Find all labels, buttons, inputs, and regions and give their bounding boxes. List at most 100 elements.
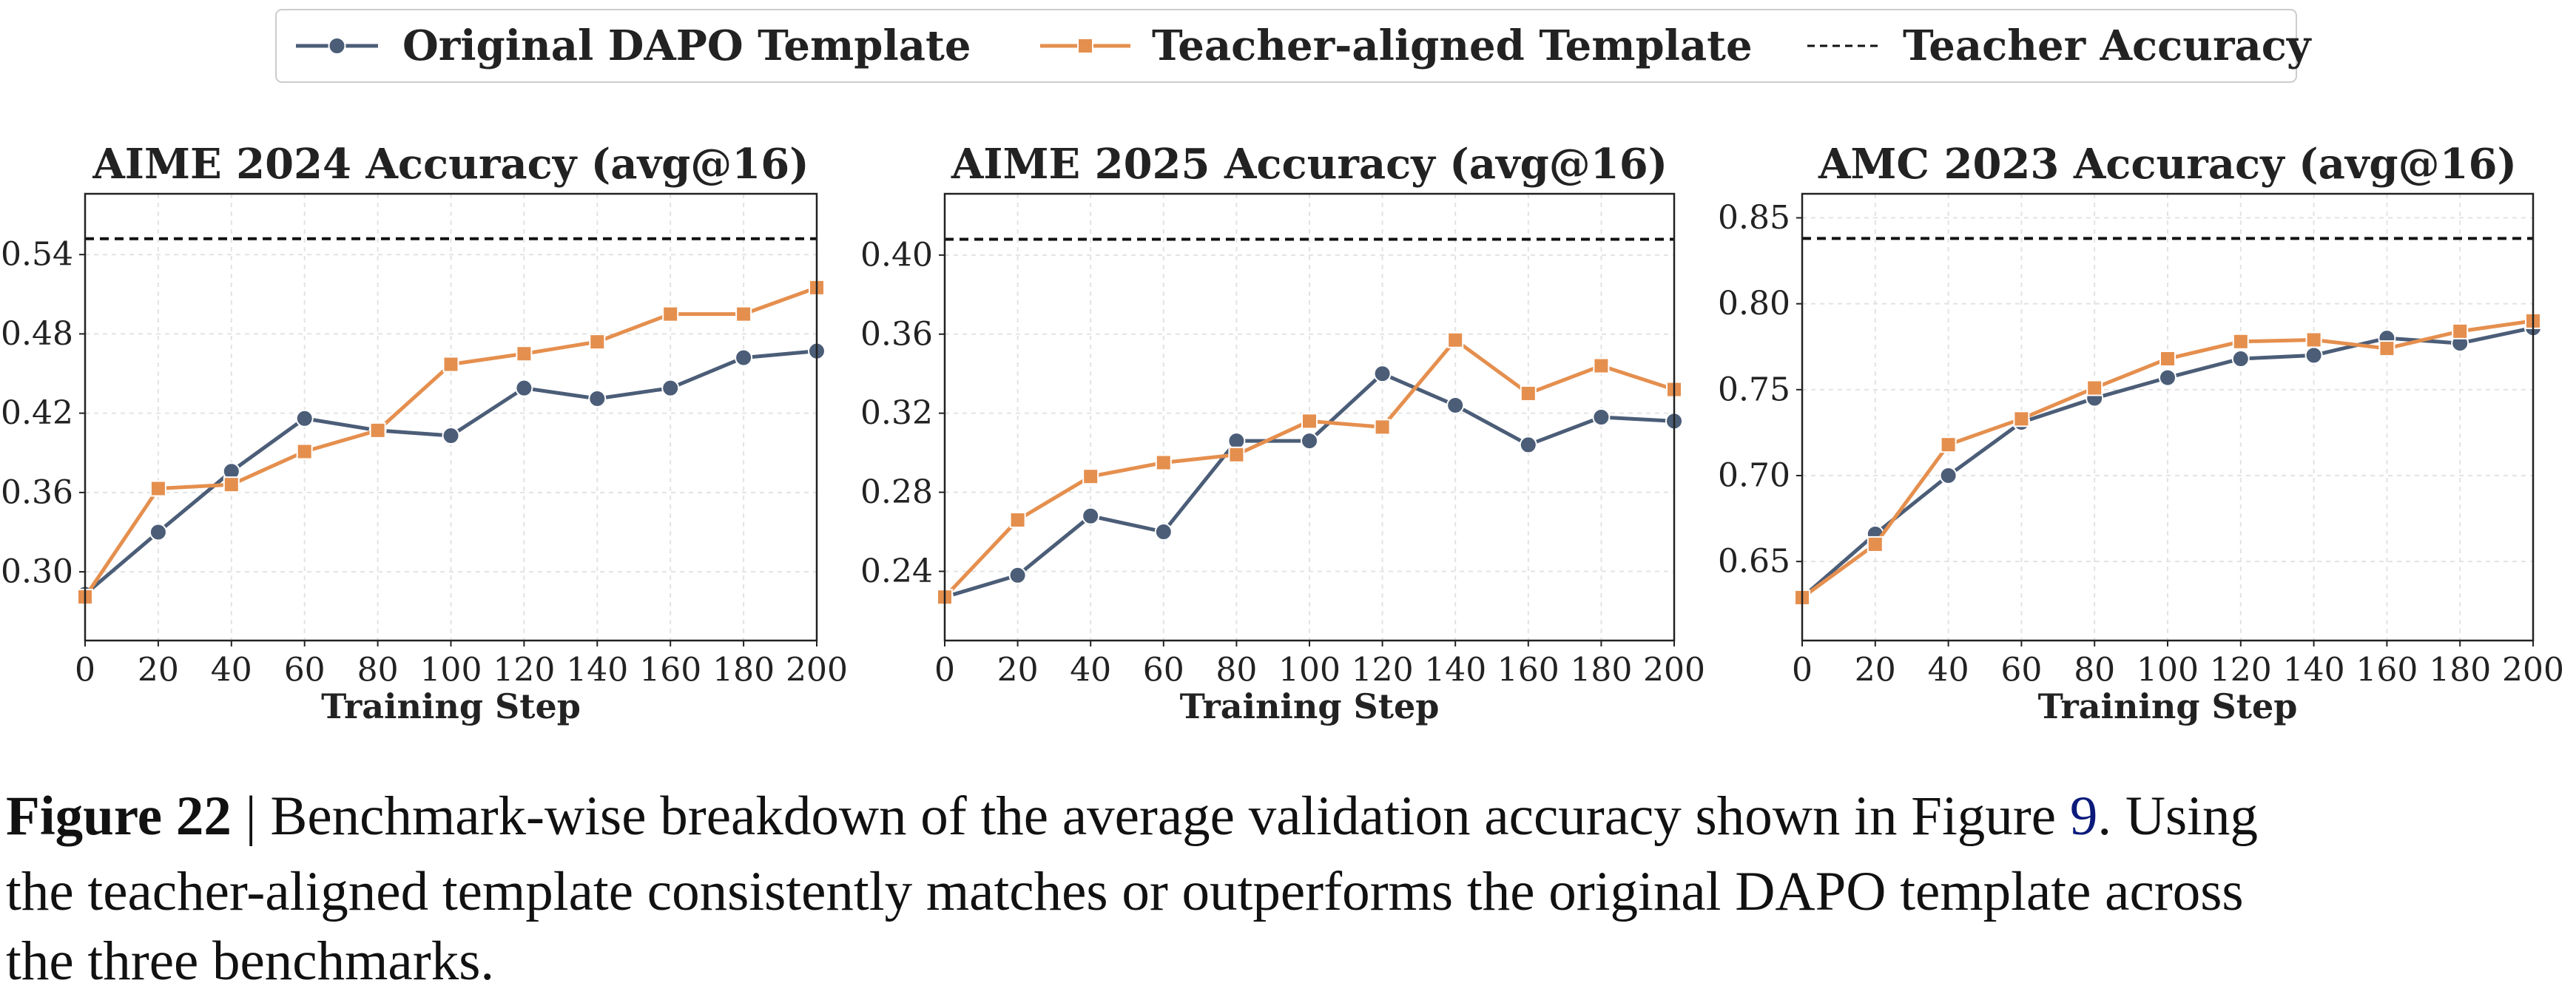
marker — [1009, 511, 1026, 528]
plot-frame — [943, 192, 1676, 642]
caption-line: Figure 22 | Benchmark-wise breakdown of … — [6, 788, 2258, 844]
marker — [1155, 454, 1172, 471]
x-tick-label: 140 — [2283, 652, 2345, 689]
marker — [661, 379, 680, 397]
y-tick-label: 0.70 — [1718, 456, 1790, 494]
marker — [1447, 331, 1464, 348]
y-tick-label: 0.85 — [1718, 199, 1790, 237]
marker — [1939, 466, 1958, 484]
x-tick-label: 160 — [2356, 652, 2418, 689]
marker — [516, 345, 533, 362]
y-tick-label: 0.65 — [1718, 543, 1790, 581]
marker — [1373, 365, 1392, 383]
marker — [328, 37, 346, 55]
x-tick-label: 20 — [1855, 652, 1896, 689]
marker — [2231, 350, 2250, 368]
marker — [1228, 446, 1245, 463]
legend-label: Original DAPO Template — [402, 21, 971, 70]
x-tick-label: 160 — [1497, 652, 1560, 689]
marker — [1940, 436, 1957, 453]
marker — [223, 476, 240, 493]
marker — [1301, 432, 1318, 450]
y-tick-label: 0.36 — [1, 473, 73, 511]
x-tick-label: 40 — [1928, 652, 1969, 689]
x-tick-label: 120 — [1352, 652, 1414, 689]
x-tick-label: 120 — [2210, 652, 2272, 689]
y-tick-label: 0.36 — [860, 315, 933, 353]
x-tick-label: 0 — [1792, 652, 1813, 689]
x-tick-label: 80 — [357, 652, 399, 689]
caption-text: . Using — [2097, 786, 2258, 847]
marker — [2305, 331, 2322, 348]
marker — [442, 356, 459, 373]
marker — [2452, 322, 2469, 339]
x-axis-label: Training Step — [1180, 686, 1440, 726]
marker — [1519, 436, 1537, 454]
legend-label: Teacher Accuracy — [1903, 21, 2312, 70]
x-tick-label: 80 — [2074, 652, 2115, 689]
x-tick-label: 60 — [1143, 652, 1184, 689]
x-tick-label: 120 — [493, 652, 555, 689]
marker — [735, 305, 752, 322]
caption-line: the three benchmarks. — [6, 930, 495, 992]
x-tick-label: 100 — [420, 652, 482, 689]
marker — [442, 427, 460, 445]
marker — [295, 409, 314, 428]
x-axis-label: Training Step — [2038, 686, 2298, 726]
caption-line: the teacher-aligned template consistentl… — [6, 861, 2244, 922]
x-tick-label: 40 — [211, 652, 252, 689]
marker — [662, 305, 679, 322]
y-tick-label: 0.40 — [860, 236, 933, 274]
x-tick-label: 200 — [786, 652, 848, 689]
caption-text: | Benchmark-wise breakdown of the averag… — [231, 786, 2070, 847]
plot-frame — [1801, 192, 2535, 642]
x-tick-label: 180 — [712, 652, 775, 689]
chart-title: AIME 2024 Accuracy (avg@16) — [92, 140, 809, 189]
chart-title: AMC 2023 Accuracy (avg@16) — [1818, 140, 2517, 189]
y-tick-label: 0.48 — [1, 315, 73, 353]
marker — [1008, 566, 1027, 584]
marker — [515, 379, 533, 397]
y-tick-label: 0.24 — [860, 553, 933, 590]
x-tick-label: 60 — [2000, 652, 2042, 689]
x-axis-label: Training Step — [321, 686, 581, 726]
marker — [1446, 396, 1465, 414]
x-tick-label: 140 — [566, 652, 628, 689]
caption-label: Figure 22 — [6, 786, 232, 847]
x-tick-label: 200 — [2502, 652, 2564, 689]
marker — [1301, 413, 1318, 430]
marker — [1082, 468, 1099, 485]
marker — [2159, 368, 2177, 387]
marker — [149, 523, 167, 541]
y-tick-label: 0.75 — [1718, 371, 1790, 408]
marker — [1520, 385, 1537, 402]
legend-box — [275, 9, 2297, 83]
x-tick-label: 180 — [2429, 652, 2491, 689]
marker — [2378, 340, 2395, 357]
x-tick-label: 200 — [1643, 652, 1705, 689]
marker — [2086, 379, 2103, 396]
y-tick-label: 0.54 — [1, 236, 73, 274]
x-tick-label: 100 — [2137, 652, 2199, 689]
y-tick-label: 0.32 — [860, 394, 933, 432]
x-tick-label: 0 — [75, 652, 95, 689]
marker — [2159, 351, 2176, 368]
marker — [1077, 38, 1093, 54]
marker — [1592, 408, 1611, 426]
marker — [1227, 432, 1246, 450]
marker — [589, 334, 606, 351]
x-tick-label: 140 — [1424, 652, 1486, 689]
marker — [735, 348, 753, 367]
chart-title: AIME 2025 Accuracy (avg@16) — [951, 140, 1668, 189]
marker — [149, 480, 166, 497]
marker — [2232, 333, 2249, 350]
x-tick-label: 180 — [1570, 652, 1632, 689]
x-tick-label: 20 — [138, 652, 179, 689]
marker — [1082, 507, 1100, 525]
marker — [369, 422, 386, 439]
figure: Original DAPO Template Teacher-aligned Te… — [1, 9, 2564, 726]
marker — [2013, 411, 2030, 428]
x-tick-label: 160 — [639, 652, 701, 689]
x-tick-label: 80 — [1215, 652, 1257, 689]
